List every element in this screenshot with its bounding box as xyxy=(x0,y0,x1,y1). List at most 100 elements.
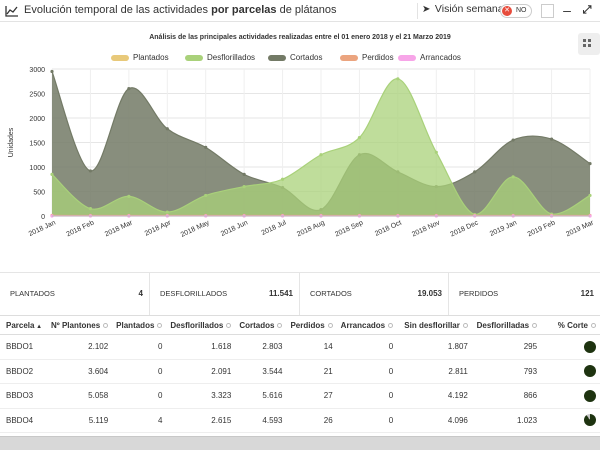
data-point-desflorillados[interactable] xyxy=(511,175,515,179)
column-header-0[interactable]: Parcela ▲ xyxy=(0,315,48,335)
chart-title: Análisis de las principales actividades … xyxy=(149,34,451,41)
corte-pie-icon xyxy=(584,389,596,402)
expand-button[interactable]: ⤢ xyxy=(582,4,592,16)
column-header-8[interactable]: Desflorilladas xyxy=(471,315,542,335)
navigation-arrow-icon: ➤ xyxy=(422,4,431,15)
data-point-desflorillados[interactable] xyxy=(88,207,93,211)
column-header-label: Sin desflorillar xyxy=(404,320,460,330)
column-header-9[interactable]: % Corte xyxy=(541,315,600,335)
sort-icon xyxy=(277,322,283,328)
table-row[interactable]: BBDO1 2.102 0 1.618 2.803 14 0 1.807 295 xyxy=(0,334,600,360)
legend-item-plantados[interactable]: Plantados xyxy=(111,53,169,62)
x-tick-label: 2018 Nov xyxy=(411,219,442,238)
table-cell: 4.593 xyxy=(235,408,287,433)
column-header-label: Perdidos xyxy=(290,320,325,330)
legend-label: Plantados xyxy=(133,53,169,62)
table-cell: 0 xyxy=(336,408,398,433)
summary-value: 19.053 xyxy=(417,289,442,298)
table-header-row: Parcela ▲ Nº Plantones Plantados Desflorill… xyxy=(0,315,600,335)
data-point-cortados[interactable] xyxy=(242,172,246,176)
data-point-cortados[interactable] xyxy=(549,137,554,141)
line-chart-icon xyxy=(5,6,18,17)
legend-item-desflorillados[interactable]: Desflorillados xyxy=(185,53,255,62)
legend-swatch xyxy=(340,54,358,61)
column-header-label: Desflorilladas xyxy=(476,320,530,330)
data-point-desflorillados[interactable] xyxy=(588,193,592,198)
data-point-desflorillados[interactable] xyxy=(280,177,285,181)
y-tick-label: 1000 xyxy=(29,165,45,172)
summary-value: 11.541 xyxy=(268,289,293,298)
data-point-desflorillados[interactable] xyxy=(165,210,169,214)
legend-item-perdidos[interactable]: Perdidos xyxy=(340,53,394,62)
summary-cortados: CORTADOS 19.053 xyxy=(300,273,449,316)
table-row[interactable]: BBDO3 5.058 0 3.323 5.616 27 0 4.192 866 xyxy=(0,383,600,409)
data-point-desflorillados[interactable] xyxy=(319,153,323,157)
column-header-7[interactable]: Sin desflorillar xyxy=(397,315,472,335)
summary-label: CORTADOS xyxy=(310,289,352,298)
table-cell: 26 xyxy=(286,408,337,433)
legend-item-arrancados[interactable]: Arrancados xyxy=(398,53,461,62)
data-point-cortados[interactable] xyxy=(204,145,208,149)
sort-icon xyxy=(103,322,109,328)
corte-pie-icon xyxy=(584,414,596,427)
data-point-desflorillados[interactable] xyxy=(396,77,400,81)
y-tick-label: 500 xyxy=(33,190,45,197)
data-point-desflorillados[interactable] xyxy=(50,172,54,176)
table-row[interactable]: BBDO2 3.604 0 2.091 3.544 21 0 2.811 793 xyxy=(0,359,600,384)
checkbox[interactable] xyxy=(541,4,554,18)
data-point-desflorillados[interactable] xyxy=(204,193,208,198)
data-point-desflorillados[interactable] xyxy=(357,136,362,140)
y-tick-label: 2000 xyxy=(29,116,45,123)
legend-item-cortados[interactable]: Cortados xyxy=(268,53,322,62)
table-cell: 0 xyxy=(336,334,398,360)
table-cell: 4.096 xyxy=(397,408,472,433)
column-header-1[interactable]: Nº Plantones xyxy=(47,315,113,335)
vision-semanal-toggle[interactable]: ✕ NO xyxy=(500,4,532,18)
data-point-desflorillados[interactable] xyxy=(127,194,131,198)
data-point-cortados[interactable] xyxy=(127,87,131,91)
column-header-2[interactable]: Plantados xyxy=(112,315,167,335)
sort-icon xyxy=(462,322,468,328)
table-cell: BBDO4 xyxy=(0,408,48,433)
table-cell: 21 xyxy=(286,359,337,384)
data-point-cortados[interactable] xyxy=(588,161,592,166)
column-header-4[interactable]: Cortados xyxy=(235,315,287,335)
table-cell xyxy=(541,334,600,360)
minimize-button[interactable]: ‒ xyxy=(563,2,571,18)
data-point-cortados[interactable] xyxy=(165,127,169,131)
chart-menu-button[interactable] xyxy=(578,33,600,55)
data-point-cortados[interactable] xyxy=(50,69,54,74)
table-cell: 1.618 xyxy=(166,334,236,360)
series-area-cortados xyxy=(52,71,590,216)
table-cell: 5.616 xyxy=(235,383,287,409)
column-header-6[interactable]: Arrancados xyxy=(336,315,398,335)
table-cell: 295 xyxy=(471,334,542,360)
table-cell: 3.544 xyxy=(235,359,287,384)
data-point-desflorillados[interactable] xyxy=(434,150,438,154)
legend-swatch xyxy=(185,54,203,61)
column-header-label: Parcela xyxy=(6,320,35,330)
x-tick-label: 2018 Mar xyxy=(104,219,134,238)
data-point-cortados[interactable] xyxy=(473,170,477,174)
table-row[interactable]: BBDO4 5.119 4 2.615 4.593 26 0 4.096 1.023 xyxy=(0,408,600,433)
column-header-5[interactable]: Perdidos xyxy=(286,315,337,335)
vision-semanal-label: ➤ Visión semanal xyxy=(417,3,506,19)
table-cell: 866 xyxy=(471,383,542,409)
y-tick-label: 3000 xyxy=(29,67,45,74)
y-axis-label: Unidades xyxy=(8,127,15,157)
column-header-3[interactable]: Desflorillados xyxy=(166,315,236,335)
data-point-cortados[interactable] xyxy=(88,169,93,173)
legend-label: Desflorillados xyxy=(207,53,256,62)
data-point-cortados[interactable] xyxy=(511,138,515,142)
summary-plantados: PLANTADOS 4 xyxy=(0,273,150,316)
table-cell: 4.192 xyxy=(397,383,472,409)
table-cell: BBDO1 xyxy=(0,334,48,360)
table-cell: 2.102 xyxy=(47,334,113,360)
horizontal-scrollbar[interactable] xyxy=(0,436,600,450)
y-tick-label: 0 xyxy=(41,214,45,221)
x-tick-label: 2018 Jan xyxy=(28,219,57,238)
table-cell: BBDO3 xyxy=(0,383,48,409)
table-cell: 5.119 xyxy=(47,408,113,433)
column-header-label: Nº Plantones xyxy=(51,320,101,330)
data-point-desflorillados[interactable] xyxy=(242,185,246,189)
